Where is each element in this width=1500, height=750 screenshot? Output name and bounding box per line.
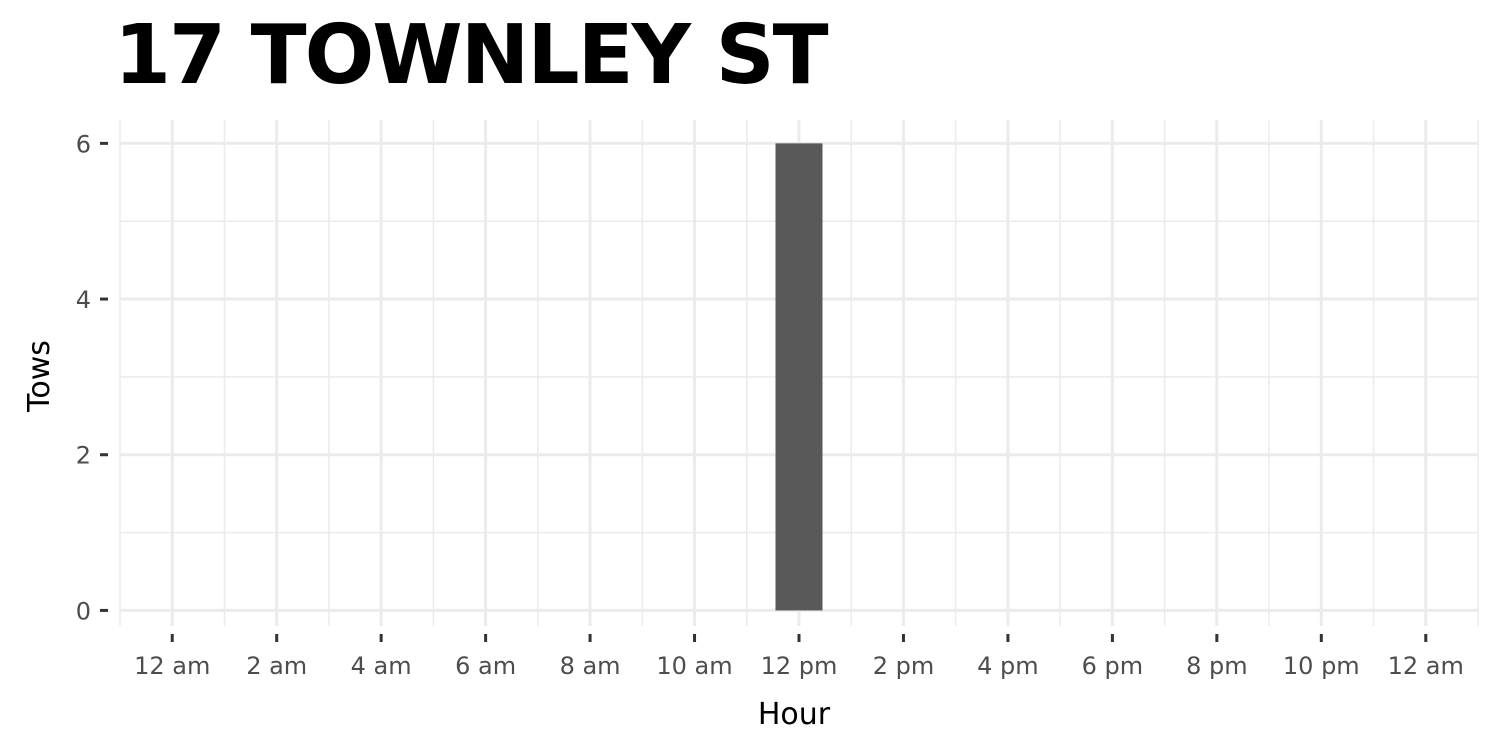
x-tick-label: 2 am: [246, 652, 307, 680]
y-tick-label: 2: [76, 442, 91, 470]
x-axis-title: Hour: [758, 697, 831, 732]
bar-hour-12: [775, 143, 823, 611]
x-tick-label: 12 am: [1388, 652, 1464, 680]
x-tick-label: 2 pm: [873, 652, 935, 680]
x-tick-label: 4 pm: [977, 652, 1039, 680]
x-tick-label: 8 am: [560, 652, 621, 680]
x-tick-label: 4 am: [351, 652, 412, 680]
x-tick-label: 10 am: [656, 652, 732, 680]
x-tick-label: 10 pm: [1283, 652, 1360, 680]
bars: [775, 143, 823, 611]
y-tick-label: 6: [76, 130, 91, 158]
x-tick-label: 8 pm: [1186, 652, 1248, 680]
x-tick-label: 12 am: [134, 652, 210, 680]
x-tick-label: 12 pm: [761, 652, 838, 680]
y-tick-label: 4: [76, 286, 91, 314]
x-tick-label: 6 am: [455, 652, 516, 680]
x-tick-label: 6 pm: [1082, 652, 1144, 680]
chart-title: 17 TOWNLEY ST: [114, 8, 829, 103]
y-axis-title: Tows: [22, 340, 57, 413]
x-axis: 12 am 2 am 4 am 6 am 8 am 10 am 12 pm 2 pm 4 pm 6…: [134, 634, 1464, 680]
y-tick-label: 0: [76, 597, 91, 625]
y-axis: 0 2 4 6: [76, 130, 108, 625]
